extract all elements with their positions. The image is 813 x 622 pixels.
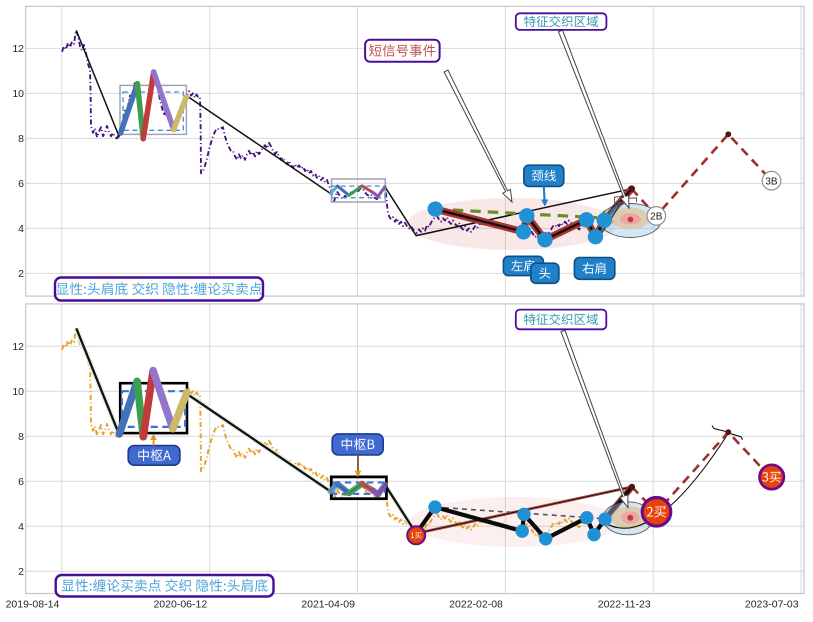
svg-text:2: 2 xyxy=(18,268,24,280)
svg-text:2021-04-09: 2021-04-09 xyxy=(301,599,355,611)
svg-text:2022-11-23: 2022-11-23 xyxy=(598,599,651,611)
svg-text:2023-07-03: 2023-07-03 xyxy=(745,599,799,611)
svg-text:12: 12 xyxy=(12,43,24,55)
svg-text:12: 12 xyxy=(12,341,24,353)
svg-text:2020-06-12: 2020-06-12 xyxy=(153,599,207,611)
svg-text:6: 6 xyxy=(18,178,24,190)
svg-text:8: 8 xyxy=(18,133,24,145)
svg-text:8: 8 xyxy=(18,431,24,443)
svg-text:2: 2 xyxy=(18,566,24,578)
svg-text:6: 6 xyxy=(18,476,24,488)
svg-text:10: 10 xyxy=(12,88,24,100)
svg-text:2022-02-08: 2022-02-08 xyxy=(449,599,503,611)
svg-text:2019-08-14: 2019-08-14 xyxy=(6,599,60,611)
svg-text:4: 4 xyxy=(18,521,24,533)
svg-text:10: 10 xyxy=(12,386,24,398)
svg-text:2B: 2B xyxy=(650,212,663,223)
svg-text:3B: 3B xyxy=(765,176,778,187)
svg-text:4: 4 xyxy=(18,223,24,235)
